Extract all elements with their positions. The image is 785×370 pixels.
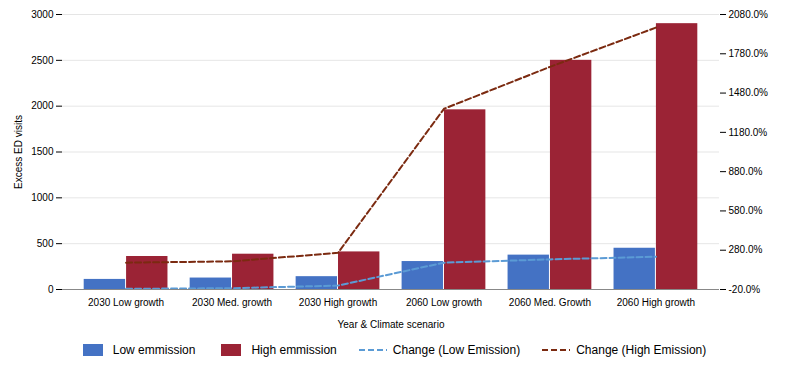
svg-text:Year & Climate scenario: Year & Climate scenario [338,319,445,330]
svg-text:2060 Low growth: 2060 Low growth [406,297,482,308]
svg-text:2060 High growth: 2060 High growth [617,297,695,308]
svg-text:2030 High growth: 2030 High growth [299,297,377,308]
svg-text:2030 Low growth: 2030 Low growth [88,297,164,308]
svg-text:1500: 1500 [31,146,54,157]
svg-text:2500: 2500 [31,55,54,66]
svg-text:580.0%: 580.0% [729,205,763,216]
svg-text:1000: 1000 [31,192,54,203]
svg-text:280.0%: 280.0% [729,244,763,255]
html-text:High emmission: High emmission [251,343,337,357]
svg-text:-20.0%: -20.0% [729,284,761,295]
svg-text:2080.0%: 2080.0% [729,9,769,20]
svg-text:880.0%: 880.0% [729,166,763,177]
svg-text:1480.0%: 1480.0% [729,87,769,98]
svg-text:3000: 3000 [31,9,54,20]
svg-text:2060 Med. Growth: 2060 Med. Growth [509,297,591,308]
svg-text:2030 Med. growth: 2030 Med. growth [192,297,272,308]
svg-text:1780.0%: 1780.0% [729,48,769,59]
svg-text:Excess ED visits: Excess ED visits [13,115,24,189]
html-text:Change (Low Emission): Change (Low Emission) [392,343,521,357]
html-text:Low emmission: Low emmission [112,343,196,357]
svg-text:0: 0 [48,284,54,295]
html-text:Change (High Emission): Change (High Emission) [576,343,707,357]
svg-text:500: 500 [37,238,54,249]
svg-text:2000: 2000 [31,100,54,111]
svg-text:1180.0%: 1180.0% [729,127,768,138]
